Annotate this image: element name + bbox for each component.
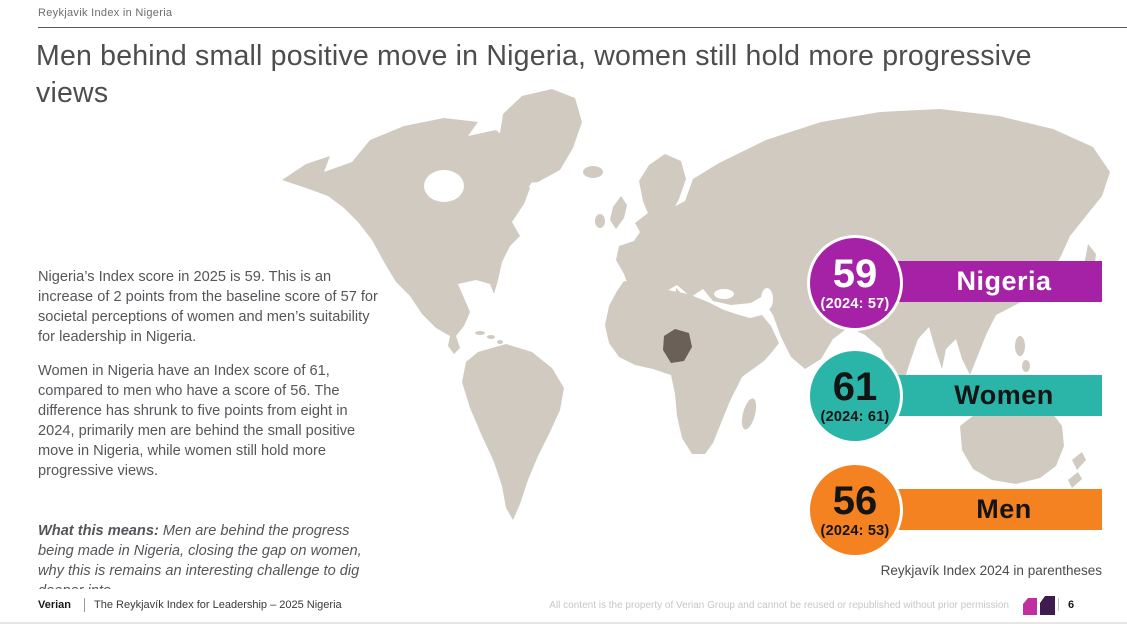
page-number-divider xyxy=(1058,598,1059,611)
verian-logo-icon xyxy=(1023,596,1055,615)
continents xyxy=(282,89,1110,520)
parentheses-note: Reykjavík Index 2024 in parentheses xyxy=(880,563,1102,578)
paragraph-index-score: Nigeria’s Index score in 2025 is 59. Thi… xyxy=(38,269,378,345)
body-text: Nigeria’s Index score in 2025 is 59. Thi… xyxy=(38,268,378,616)
page-title: Men behind small positive move in Nigeri… xyxy=(36,40,1032,109)
copyright-disclaimer: All content is the property of Verian Gr… xyxy=(549,600,1009,611)
eyebrow: Reykjavik Index in Nigeria xyxy=(38,7,173,19)
world-map xyxy=(282,89,1110,520)
what-this-means-label: What this means: xyxy=(38,522,159,539)
nigeria-highlight xyxy=(663,329,692,363)
document-title: The Reykjavík Index for Leadership – 202… xyxy=(94,599,342,611)
page-number: 6 xyxy=(1068,599,1075,611)
paragraph-gender-gap: Women in Nigeria have an Index score of … xyxy=(38,362,356,479)
header-rule xyxy=(38,27,1127,28)
footer: Verian The Reykjavík Index for Leadershi… xyxy=(0,589,1127,622)
brand-name: Verian xyxy=(38,599,72,611)
footer-divider xyxy=(84,598,85,612)
